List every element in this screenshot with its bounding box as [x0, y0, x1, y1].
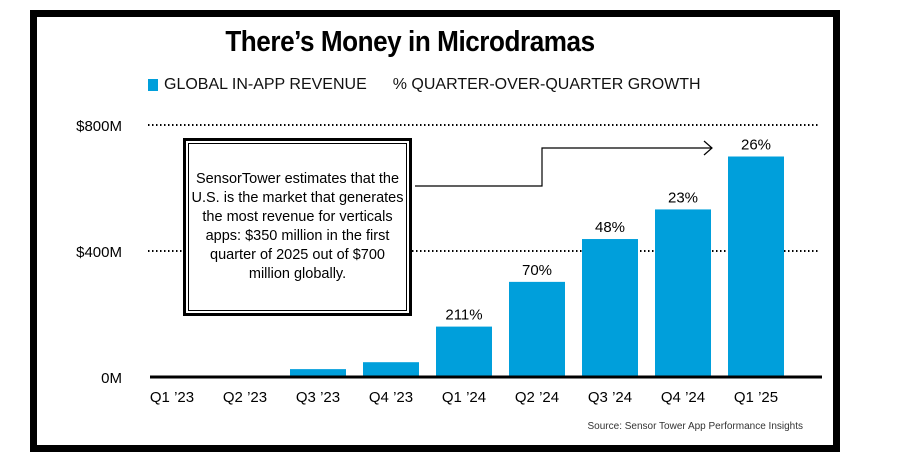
bar: [363, 362, 419, 377]
bar: [728, 156, 784, 377]
bar: [655, 209, 711, 377]
legend-revenue: GLOBAL IN-APP REVENUE: [164, 76, 367, 93]
x-tick-label: Q2 ’24: [515, 389, 559, 406]
bar: [436, 326, 492, 377]
data-label: 26%: [741, 137, 771, 154]
annotation-text: SensorTower estimates that the U.S. is t…: [191, 171, 404, 282]
data-label: 48%: [595, 219, 625, 236]
chart-title: There’s Money in Microdramas: [225, 26, 595, 58]
x-tick-label: Q3 ’24: [588, 389, 632, 406]
legend-growth: % QUARTER-OVER-QUARTER GROWTH: [392, 76, 701, 93]
legend: GLOBAL IN-APP REVENUE % QUARTER-OVER-QUA…: [148, 76, 701, 94]
bar: [582, 239, 638, 377]
data-label: 211%: [445, 307, 482, 324]
x-tick-label: Q1 ’23: [150, 389, 194, 406]
source-note: Source: Sensor Tower App Performance Ins…: [587, 421, 803, 432]
data-label: 23%: [668, 189, 698, 206]
x-tick-label: Q1 ’25: [734, 389, 778, 406]
x-tick-label: Q2 ’23: [223, 389, 267, 406]
bar: [509, 281, 565, 377]
legend-swatch-revenue: [148, 79, 158, 91]
x-tick-label: Q3 ’23: [296, 389, 340, 406]
x-tick-label: Q1 ’24: [442, 389, 486, 406]
annotation-box: SensorTower estimates that the U.S. is t…: [183, 138, 412, 316]
x-tick-label: Q4 ’24: [661, 389, 705, 406]
annotation-arrow: [415, 147, 712, 187]
arrowhead-icon: [703, 140, 713, 156]
y-tick-label: 0M: [101, 370, 122, 387]
y-tick-label: $400M: [76, 244, 122, 261]
bar: [290, 369, 346, 377]
data-label: 70%: [522, 262, 552, 279]
x-tick-label: Q4 ’23: [369, 389, 413, 406]
y-tick-label: $800M: [76, 118, 122, 135]
